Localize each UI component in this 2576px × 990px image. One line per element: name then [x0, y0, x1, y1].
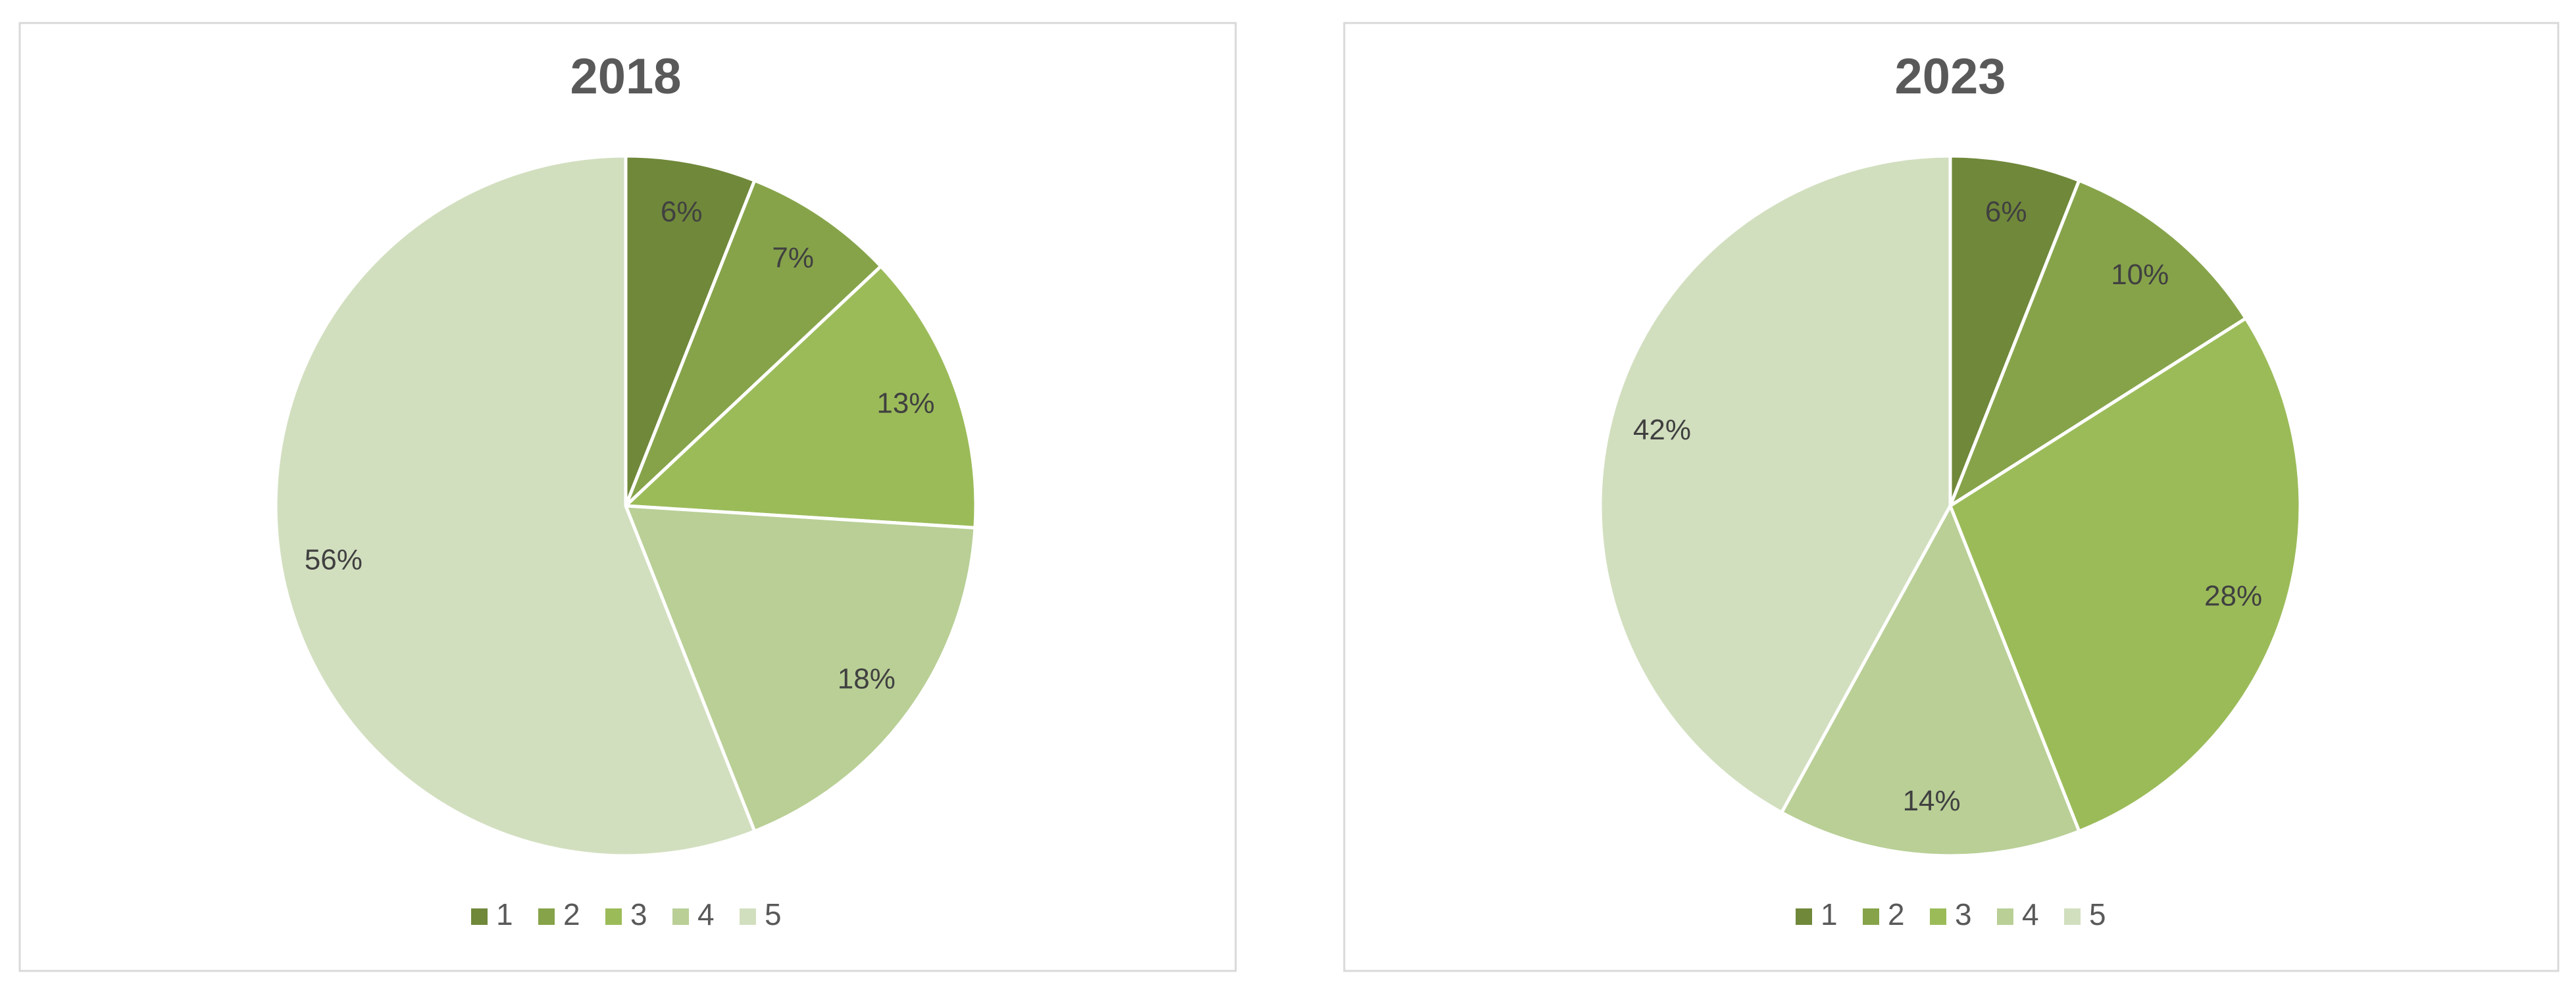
legend-label: 2	[1888, 897, 1905, 931]
data-label: 10%	[2111, 259, 2169, 291]
data-label: 7%	[772, 242, 814, 274]
legend-swatch	[740, 908, 756, 925]
pie-slice	[1948, 316, 2302, 833]
pie-slice	[1779, 502, 2082, 858]
legend-label: 1	[1821, 897, 1838, 931]
data-label: 6%	[661, 195, 703, 228]
legend-label: 4	[697, 897, 715, 931]
pie-slice	[1598, 154, 1952, 815]
legend-swatch	[672, 908, 689, 925]
legend-swatch	[1863, 908, 1879, 925]
legend-swatch	[1796, 908, 1812, 925]
pie-slice	[274, 154, 757, 858]
legend-label: 3	[630, 897, 647, 931]
pie-slice	[622, 264, 978, 530]
pie-slice	[623, 504, 977, 833]
data-label: 28%	[2204, 580, 2262, 612]
pie-slice	[1948, 154, 2082, 507]
legend-label: 2	[563, 897, 580, 931]
pie-slice	[1946, 178, 2248, 510]
legend-swatch	[1997, 908, 2013, 925]
legend-swatch	[471, 908, 488, 925]
data-label: 13%	[876, 387, 934, 419]
data-label: 18%	[838, 662, 896, 695]
chart-title: 2023	[1894, 49, 2006, 105]
pie-slice	[624, 154, 757, 507]
chart-title: 2018	[570, 49, 681, 105]
legend-swatch	[2064, 908, 2081, 925]
legend-label: 4	[2022, 897, 2039, 931]
legend-swatch	[1930, 908, 1946, 925]
legend-label: 3	[1955, 897, 1972, 931]
legend-label: 5	[2089, 897, 2106, 931]
data-label: 6%	[1985, 195, 2027, 228]
legend-label: 5	[765, 897, 782, 931]
data-label: 14%	[1903, 785, 1961, 817]
data-label: 42%	[1633, 414, 1691, 446]
legend-swatch	[605, 908, 622, 925]
pie-slice	[624, 178, 884, 507]
data-label: 56%	[305, 543, 363, 576]
legend-swatch	[538, 908, 555, 925]
legend-label: 1	[496, 897, 513, 931]
